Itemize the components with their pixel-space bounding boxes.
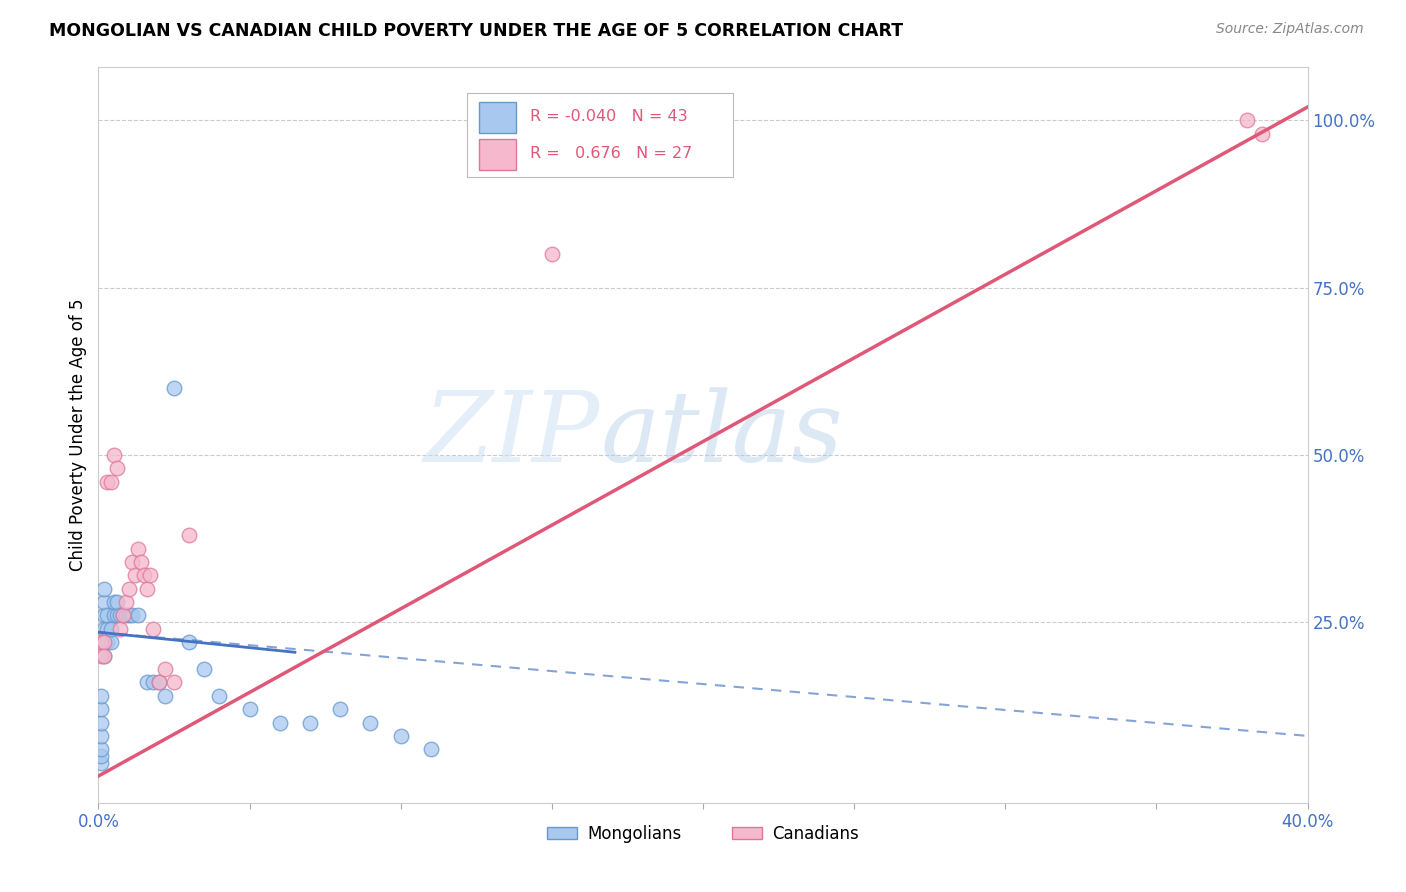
Point <box>121 608 143 623</box>
Point <box>118 608 141 623</box>
Point <box>127 608 149 623</box>
Point <box>1236 113 1258 128</box>
Point <box>93 595 115 609</box>
Point <box>153 689 176 703</box>
Point <box>139 568 162 582</box>
Point <box>540 247 562 261</box>
Point <box>93 608 115 623</box>
Point <box>132 568 155 582</box>
Point <box>208 689 231 703</box>
Point <box>90 729 112 743</box>
Text: Source: ZipAtlas.com: Source: ZipAtlas.com <box>1216 22 1364 37</box>
Point <box>299 715 322 730</box>
Point <box>193 662 215 676</box>
Point <box>329 702 352 716</box>
Point <box>179 528 201 542</box>
Point <box>90 648 112 663</box>
Point <box>420 742 443 756</box>
Point <box>118 582 141 596</box>
Point <box>90 689 112 703</box>
Point <box>100 622 122 636</box>
Point <box>90 715 112 730</box>
Point <box>93 582 115 596</box>
FancyBboxPatch shape <box>467 93 734 178</box>
Point <box>269 715 291 730</box>
Point <box>100 475 122 489</box>
Point <box>93 635 115 649</box>
Text: ZIP: ZIP <box>425 387 600 483</box>
Point <box>111 608 134 623</box>
Point <box>105 461 128 475</box>
Point <box>96 608 118 623</box>
Point <box>96 475 118 489</box>
Point <box>135 675 157 690</box>
Point <box>96 622 118 636</box>
Point <box>142 622 165 636</box>
Point <box>114 595 136 609</box>
Point <box>129 555 152 569</box>
Point <box>93 648 115 663</box>
Point <box>100 635 122 649</box>
Point <box>389 729 412 743</box>
Point <box>163 675 186 690</box>
Point <box>103 608 125 623</box>
Point <box>135 582 157 596</box>
Text: MONGOLIAN VS CANADIAN CHILD POVERTY UNDER THE AGE OF 5 CORRELATION CHART: MONGOLIAN VS CANADIAN CHILD POVERTY UNDE… <box>49 22 903 40</box>
Point <box>127 541 149 556</box>
Y-axis label: Child Poverty Under the Age of 5: Child Poverty Under the Age of 5 <box>69 299 87 571</box>
Text: R = -0.040   N = 43: R = -0.040 N = 43 <box>530 110 688 125</box>
Point <box>90 756 112 770</box>
Point <box>1251 127 1274 141</box>
Legend: Mongolians, Canadians: Mongolians, Canadians <box>541 818 865 850</box>
Point <box>360 715 382 730</box>
Point <box>121 555 143 569</box>
Point <box>90 749 112 764</box>
Point <box>239 702 262 716</box>
Point <box>93 648 115 663</box>
Point <box>93 622 115 636</box>
Point <box>90 635 112 649</box>
FancyBboxPatch shape <box>479 103 516 133</box>
Point <box>93 635 115 649</box>
FancyBboxPatch shape <box>479 139 516 170</box>
Point <box>103 595 125 609</box>
Point <box>111 608 134 623</box>
Point <box>148 675 170 690</box>
Point <box>148 675 170 690</box>
Point <box>153 662 176 676</box>
Point <box>96 635 118 649</box>
Point <box>108 622 131 636</box>
Point <box>124 568 146 582</box>
Point <box>103 448 125 462</box>
Point <box>142 675 165 690</box>
Point <box>108 608 131 623</box>
Point <box>105 595 128 609</box>
Text: atlas: atlas <box>600 387 844 483</box>
Point <box>114 608 136 623</box>
Point <box>105 608 128 623</box>
Point <box>90 742 112 756</box>
Point <box>179 635 201 649</box>
Point <box>90 702 112 716</box>
Point <box>163 381 186 395</box>
Text: R =   0.676   N = 27: R = 0.676 N = 27 <box>530 145 692 161</box>
